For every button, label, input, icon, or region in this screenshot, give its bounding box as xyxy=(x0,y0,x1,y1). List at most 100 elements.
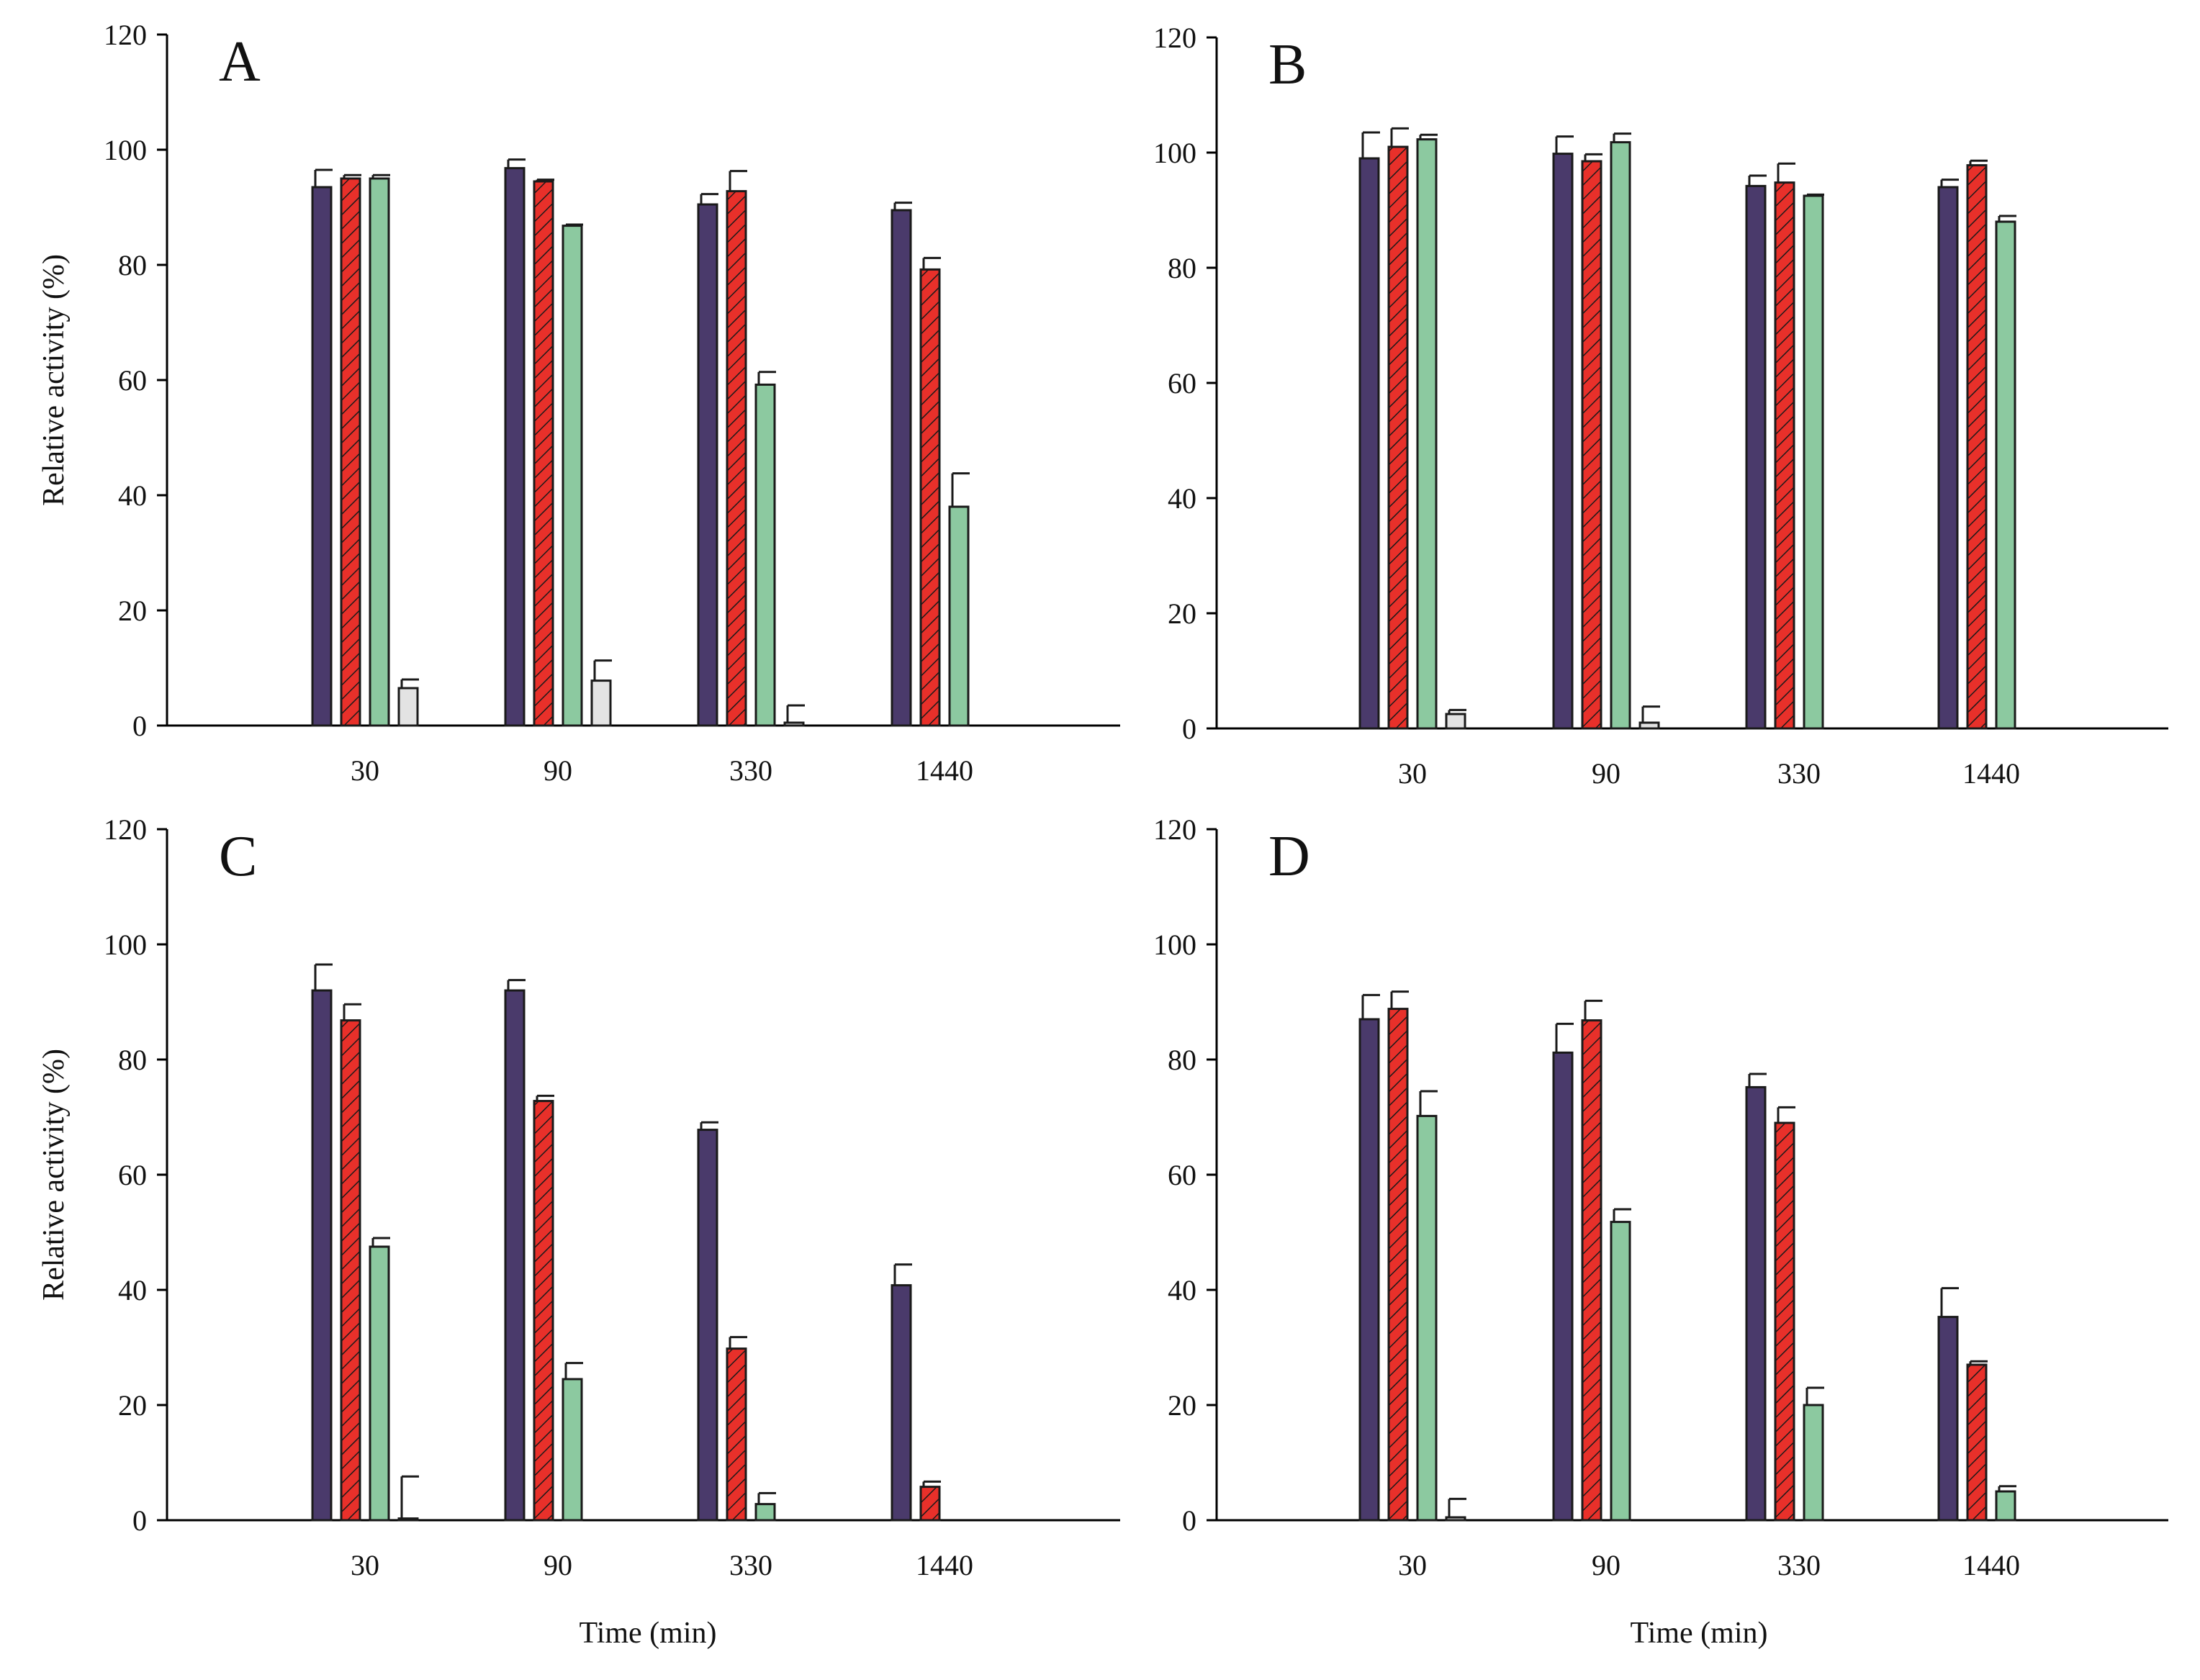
x-tick-label: 330 xyxy=(1777,1549,1821,1581)
x-tick-label: 90 xyxy=(544,1549,572,1581)
bar-series-2 xyxy=(533,1100,554,1522)
y-tick-label: 80 xyxy=(118,1044,147,1076)
y-tick-label: 0 xyxy=(1182,1504,1196,1537)
panel-c: 0 20 40 60 80 100 120 30 90 330 1440 C Relative acti… xyxy=(37,813,1120,1581)
y-tick-label: 120 xyxy=(104,19,147,51)
y-axis-title: Relative activity (%) xyxy=(37,254,71,506)
y-tick-label: 120 xyxy=(1153,813,1196,846)
bar-series-2 xyxy=(1966,1363,1988,1522)
bar-series-1 xyxy=(311,989,333,1522)
x-tick-label: 30 xyxy=(1398,1549,1427,1581)
panel-letter: D xyxy=(1268,825,1310,888)
bar-series-4 xyxy=(590,679,612,727)
bar-series-1 xyxy=(697,1129,718,1522)
bar-series-4 xyxy=(397,687,419,727)
x-tick-label: 330 xyxy=(1777,757,1821,790)
y-tick-label: 100 xyxy=(1153,929,1196,961)
y-tick-label: 20 xyxy=(1168,1389,1196,1422)
panel-b: 0 20 40 60 80 100 120 30 90 330 1440 B xyxy=(1153,22,2168,790)
bar-series-3 xyxy=(1610,141,1631,730)
bar-series-3 xyxy=(369,1245,390,1522)
panel-letter: B xyxy=(1268,33,1307,96)
bar-series-1 xyxy=(1745,184,1767,730)
bar-series-1 xyxy=(1937,186,1959,730)
y-tick-label: 60 xyxy=(118,1159,147,1191)
bar-series-1 xyxy=(311,186,333,727)
bar-series-3 xyxy=(1416,138,1438,730)
y-tick-label: 80 xyxy=(1168,1044,1196,1076)
bar-series-1 xyxy=(504,167,526,727)
bar-series-1 xyxy=(1358,1018,1380,1522)
bar-series-3 xyxy=(1995,220,2016,730)
x-tick-label: 90 xyxy=(1592,757,1620,790)
bar-series-3 xyxy=(1803,194,1824,730)
bar-series-2 xyxy=(726,190,747,727)
x-tick-label: 1440 xyxy=(1962,757,2020,790)
y-tick-label: 100 xyxy=(104,929,147,961)
y-axis-title: Relative activity (%) xyxy=(37,1049,71,1301)
bar-series-3 xyxy=(562,1378,583,1522)
bar-series-2 xyxy=(726,1347,747,1522)
bar-series-2 xyxy=(1387,145,1409,730)
x-tick-label: 30 xyxy=(351,1549,379,1581)
panel-d: 0 20 40 60 80 100 120 30 90 330 1440 D xyxy=(1153,813,2168,1581)
bar-series-1 xyxy=(1552,153,1574,730)
bar-series-4 xyxy=(397,1517,419,1522)
bar-series-3 xyxy=(1803,1404,1824,1522)
bar-series-2 xyxy=(340,1019,361,1522)
bar-series-2 xyxy=(340,177,361,727)
bar-series-2 xyxy=(1774,181,1795,730)
bar-series-2 xyxy=(919,1486,941,1522)
bar-series-1 xyxy=(1937,1316,1959,1522)
x-tick-label: 330 xyxy=(729,1549,772,1581)
y-tick-label: 40 xyxy=(118,1274,147,1306)
x-tick-label: 1440 xyxy=(1962,1549,2020,1581)
bar-series-3 xyxy=(1995,1490,2016,1522)
bar-series-3 xyxy=(562,225,583,727)
bar-series-2 xyxy=(1774,1121,1795,1522)
bar-series-2 xyxy=(533,180,554,727)
bar-series-1 xyxy=(891,209,912,727)
bar-series-3 xyxy=(1610,1221,1631,1522)
bar-series-3 xyxy=(369,177,390,727)
bar-series-1 xyxy=(891,1284,912,1522)
y-tick-label: 40 xyxy=(118,479,147,512)
bar-series-3 xyxy=(754,383,776,727)
panel-letter: C xyxy=(219,825,257,888)
y-tick-label: 60 xyxy=(1168,1159,1196,1191)
bar-series-2 xyxy=(1581,160,1602,730)
y-tick-label: 0 xyxy=(132,1504,147,1537)
bar-series-2 xyxy=(919,268,941,727)
x-tick-label: 90 xyxy=(1592,1549,1620,1581)
y-tick-label: 40 xyxy=(1168,482,1196,515)
y-tick-label: 40 xyxy=(1168,1274,1196,1306)
bar-series-2 xyxy=(1581,1019,1602,1522)
y-tick-label: 0 xyxy=(132,710,147,742)
bar-series-1 xyxy=(1552,1051,1574,1522)
x-tick-label: 330 xyxy=(729,754,772,787)
y-tick-label: 0 xyxy=(1182,713,1196,745)
bar-series-2 xyxy=(1387,1008,1409,1522)
bar-series-4 xyxy=(783,721,805,727)
y-tick-label: 100 xyxy=(1153,137,1196,169)
bar-series-1 xyxy=(504,989,526,1522)
bar-series-1 xyxy=(1745,1085,1767,1522)
bar-series-1 xyxy=(697,203,718,727)
x-tick-label: 30 xyxy=(351,754,379,787)
bar-series-2 xyxy=(1966,164,1988,730)
x-tick-label: 90 xyxy=(544,754,572,787)
y-tick-label: 60 xyxy=(118,364,147,397)
y-tick-label: 120 xyxy=(1153,22,1196,54)
y-tick-label: 20 xyxy=(118,1389,147,1422)
x-tick-label: 30 xyxy=(1398,757,1427,790)
y-tick-label: 60 xyxy=(1168,367,1196,399)
bar-series-4 xyxy=(1638,721,1660,730)
x-tick-label: 1440 xyxy=(916,1549,973,1581)
figure-x-axis-title-right: Time (min) xyxy=(1631,1617,1768,1650)
bar-series-1 xyxy=(1358,157,1380,730)
y-tick-label: 100 xyxy=(104,134,147,166)
y-tick-label: 80 xyxy=(1168,252,1196,284)
bar-series-3 xyxy=(948,505,970,727)
panel-a: 0 20 40 60 80 100 120 30 90 330 1440 A Relative acti… xyxy=(37,19,1120,787)
